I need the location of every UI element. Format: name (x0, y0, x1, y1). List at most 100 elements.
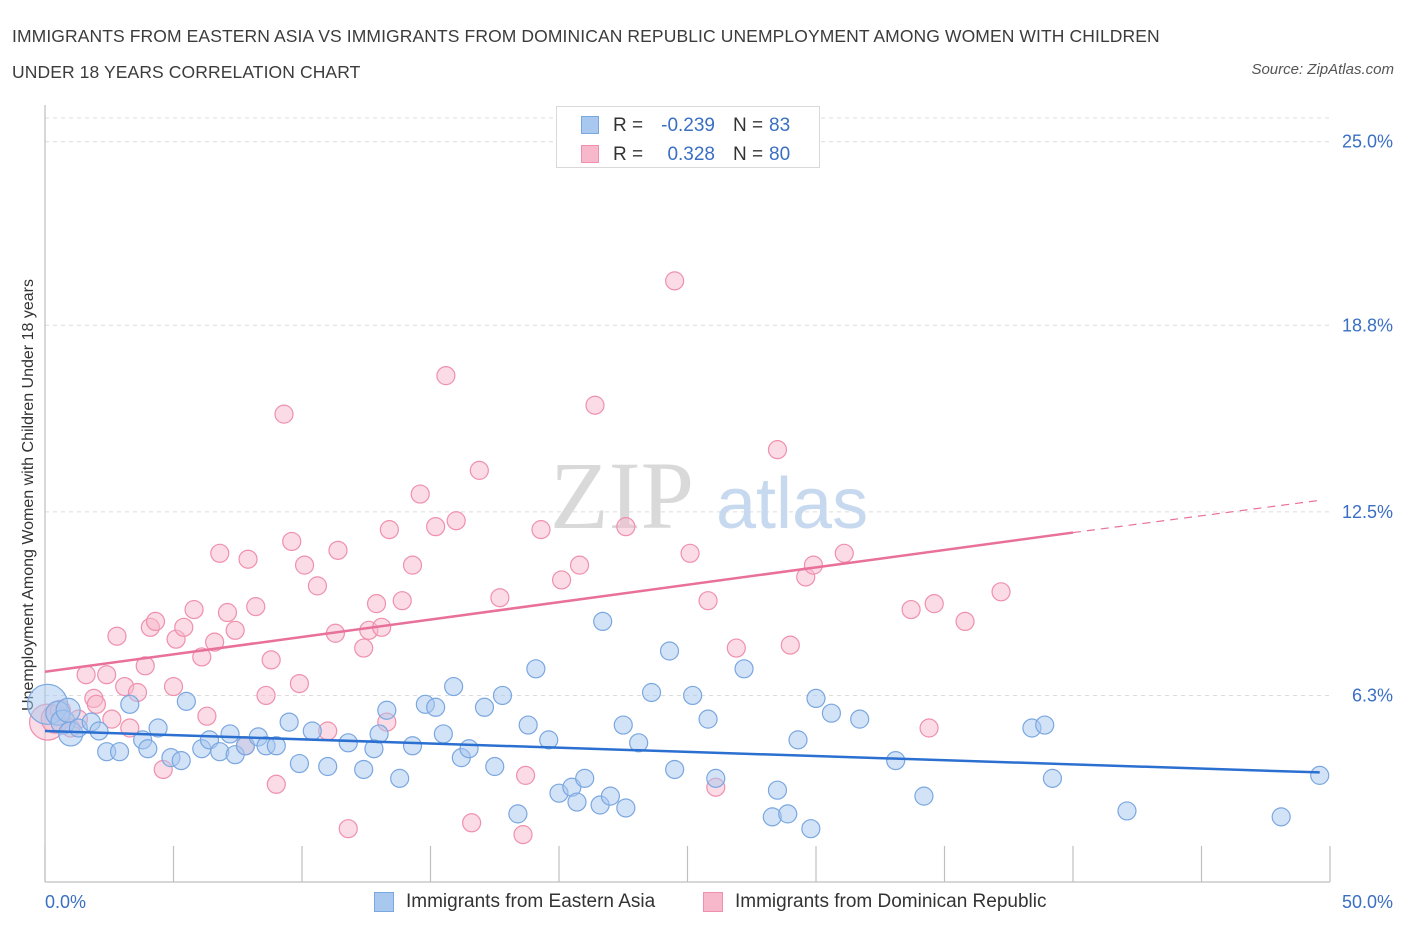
dominican-republic-point (294, 555, 315, 575)
dominican-republic-point (531, 520, 551, 540)
legend-swatch-pink (581, 145, 599, 163)
eastern-asia-point (806, 688, 826, 709)
dominican-republic-point (210, 543, 230, 563)
legend-n-value: 80 (769, 144, 791, 165)
dominican-republic-point (217, 602, 238, 623)
eastern-asia-point (302, 721, 322, 741)
y-tick-label: 18.8% (1342, 315, 1393, 335)
eastern-asia-point (266, 736, 286, 756)
eastern-asia-point (1042, 768, 1063, 788)
eastern-asia-point (426, 697, 446, 717)
dominican-republic-point (86, 694, 107, 714)
eastern-asia-point (138, 739, 158, 759)
dominican-republic-point (107, 626, 127, 646)
dominican-republic-point (184, 599, 204, 620)
y-tick-label: 6.3% (1352, 685, 1393, 705)
eastern-asia-point (171, 750, 191, 771)
dominican-republic-point (767, 440, 788, 460)
axes (44, 105, 1331, 883)
eastern-asia-point (914, 786, 934, 806)
dominican-republic-point (238, 549, 258, 569)
legend-n-label: N = (733, 115, 764, 136)
dominican-republic-point (513, 825, 533, 845)
eastern-asia-point (567, 792, 587, 812)
eastern-asia-point (1310, 765, 1330, 785)
legend-n-label: N = (733, 144, 764, 165)
dominican-republic-point (366, 594, 387, 614)
eastern-asia-point (1117, 801, 1137, 821)
eastern-asia-point (1035, 715, 1055, 735)
dominican-republic-point (490, 588, 510, 608)
eastern-asia-point (526, 659, 546, 679)
dominican-republic-point (726, 638, 746, 658)
dominican-republic-point (246, 597, 266, 617)
correlation-legend: R = -0.239 N = 83 R = 0.328 N = 80 (556, 106, 820, 168)
eastern-asia-point (148, 718, 168, 738)
dominican-republic-point (266, 774, 286, 794)
eastern-asia-point (109, 742, 130, 762)
eastern-asia-point (600, 786, 621, 806)
legend-r-value: -0.239 (661, 115, 715, 136)
eastern-asia-point (289, 753, 310, 774)
dominican-republic-point (174, 617, 194, 637)
eastern-asia-point (613, 715, 633, 735)
dominican-republic-point (469, 460, 489, 480)
dominican-republic-point (135, 656, 155, 676)
dominican-republic-point (307, 576, 328, 596)
eastern-asia-point (706, 768, 726, 788)
dominican-republic-point (924, 594, 944, 614)
eastern-asia-point (539, 730, 559, 750)
eastern-asia-point (778, 804, 798, 824)
eastern-asia-point (369, 724, 389, 744)
eastern-asia-point (474, 697, 495, 717)
dominican-republic-point (256, 685, 276, 706)
dominican-republic-point (379, 520, 399, 540)
eastern-asia-point (698, 709, 718, 729)
dominican-republic-point (462, 813, 482, 833)
eastern-asia-point (279, 712, 299, 732)
dominican-republic-point (392, 591, 412, 611)
eastern-asia-point (683, 685, 703, 706)
eastern-asia-point (518, 715, 538, 735)
eastern-asia-point (801, 819, 821, 839)
dominican-republic-trend-line (44, 531, 1074, 673)
eastern-asia-point (734, 659, 754, 679)
series-dominican-republic-points (28, 271, 1011, 845)
legend-r-label: R = (613, 144, 644, 165)
eastern-asia-point (433, 724, 453, 744)
dominican-republic-point (274, 404, 294, 424)
eastern-asia-point (459, 739, 479, 759)
legend-label: Immigrants from Eastern Asia (406, 891, 656, 912)
legend-r-value: 0.328 (667, 144, 715, 165)
dominican-republic-point (192, 647, 212, 667)
dominican-republic-point (616, 517, 636, 537)
eastern-asia-point (338, 733, 358, 753)
eastern-asia-point (629, 733, 649, 753)
legend-swatch-pink (703, 892, 723, 912)
x-tick-label: 0.0% (45, 892, 86, 912)
eastern-asia-point (593, 611, 613, 632)
eastern-asia-point (575, 768, 595, 788)
dominican-republic-point (426, 517, 446, 537)
dominican-republic-point (515, 765, 536, 785)
eastern-asia-point (788, 730, 808, 750)
dominican-republic-point (585, 395, 605, 415)
dominican-republic-point (551, 570, 572, 590)
dominican-republic-point (901, 599, 921, 620)
legend-label: Immigrants from Dominican Republic (735, 891, 1047, 912)
legend-n-value: 83 (769, 115, 791, 136)
dominican-republic-point (834, 543, 854, 563)
legend-row-dominican-republic: R = 0.328 N = 80 (557, 140, 819, 168)
eastern-asia-point (659, 641, 680, 661)
eastern-asia-point (616, 798, 636, 818)
eastern-asia-point (402, 736, 423, 756)
watermark-atlas: atlas (716, 464, 868, 544)
dominican-republic-point (225, 620, 245, 640)
dominican-republic-point (803, 555, 824, 575)
eastern-asia-point (665, 759, 685, 780)
eastern-asia-point (767, 780, 788, 800)
dominican-republic-point (680, 543, 700, 563)
dominican-republic-point (163, 676, 184, 697)
dominican-republic-point (328, 540, 348, 560)
